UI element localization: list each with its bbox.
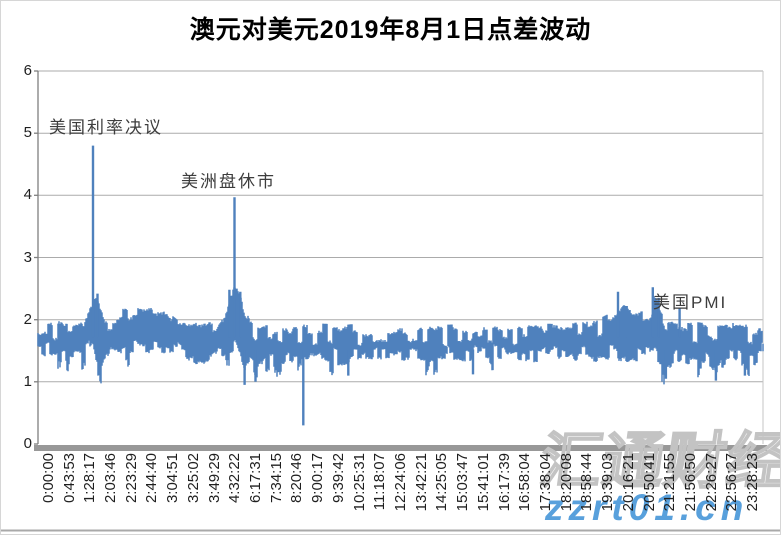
x-tick-label: 20:50:41 [640, 453, 658, 512]
y-tick-label: 0 [23, 435, 32, 452]
x-tick-label: 22:26:27 [702, 453, 720, 512]
x-tick-label: 3:25:02 [184, 453, 202, 504]
spread-series-spikes [91, 145, 747, 426]
x-tick-label: 21:21:55 [661, 453, 679, 512]
x-tick-label: 2:23:29 [122, 453, 140, 504]
x-tick-label: 23:28:23 [744, 453, 762, 512]
y-tick-label: 3 [23, 249, 32, 266]
y-tick-label: 4 [23, 186, 32, 203]
y-tick-label: 2 [23, 311, 32, 328]
x-tick-label: 4:32:22 [226, 453, 244, 504]
spread-series-band [37, 287, 764, 385]
x-tick-label: 8:20:46 [288, 453, 306, 504]
x-tick-label: 9:00:17 [309, 453, 327, 504]
x-tick-label: 2:03:46 [102, 453, 119, 504]
x-tick-label: 13:42:21 [412, 453, 430, 512]
annotation-1: 美国利率决议 [49, 118, 163, 137]
x-tick-label: 2:44:40 [143, 453, 161, 504]
x-tick-label: 16:17:39 [495, 453, 513, 512]
x-tick-label: 11:18:07 [371, 453, 389, 511]
x-tick-label: 9:39:42 [329, 453, 347, 504]
x-tick-label: 1:28:17 [81, 453, 99, 504]
x-tick-label: 18:20:08 [557, 453, 575, 512]
y-tick-label: 6 [23, 62, 32, 79]
annotation-2: 美洲盘休市 [181, 172, 276, 191]
axes [1, 70, 780, 532]
x-tick-label: 0:43:53 [60, 453, 78, 504]
x-tick-label: 16:58:04 [516, 453, 534, 512]
y-tick-label: 5 [23, 124, 32, 141]
x-tick-label: 19:39:03 [599, 453, 617, 512]
x-tick-label: 0:00:00 [39, 453, 57, 504]
watermark-url: zzrt01.cn [545, 487, 749, 528]
x-tick-label: 15:41:01 [474, 453, 492, 512]
x-tick-label: 15:03:47 [454, 453, 472, 512]
y-tick-label: 1 [23, 373, 32, 390]
x-tick-label: 3:04:51 [164, 453, 182, 504]
x-tick-label: 21:56:50 [682, 453, 699, 512]
x-tick-label: 12:24:06 [392, 453, 409, 512]
x-tick-label: 3:49:29 [205, 453, 223, 504]
x-tick-label: 14:25:05 [433, 453, 451, 512]
x-tick-label: 17:38:04 [537, 453, 554, 512]
x-tick-label: 20:16:21 [619, 453, 637, 512]
x-tick-label: 22:56:27 [723, 453, 741, 512]
x-tick-label: 10:25:31 [350, 453, 368, 512]
x-tick-label: 18:58:44 [578, 453, 596, 512]
x-tick-label: 7:34:15 [267, 453, 285, 504]
x-tick-label: 6:17:31 [247, 453, 264, 504]
annotation-3: 美国PMI [653, 293, 728, 312]
chart-title: 澳元对美元2019年8月1日点差波动 [189, 16, 592, 44]
